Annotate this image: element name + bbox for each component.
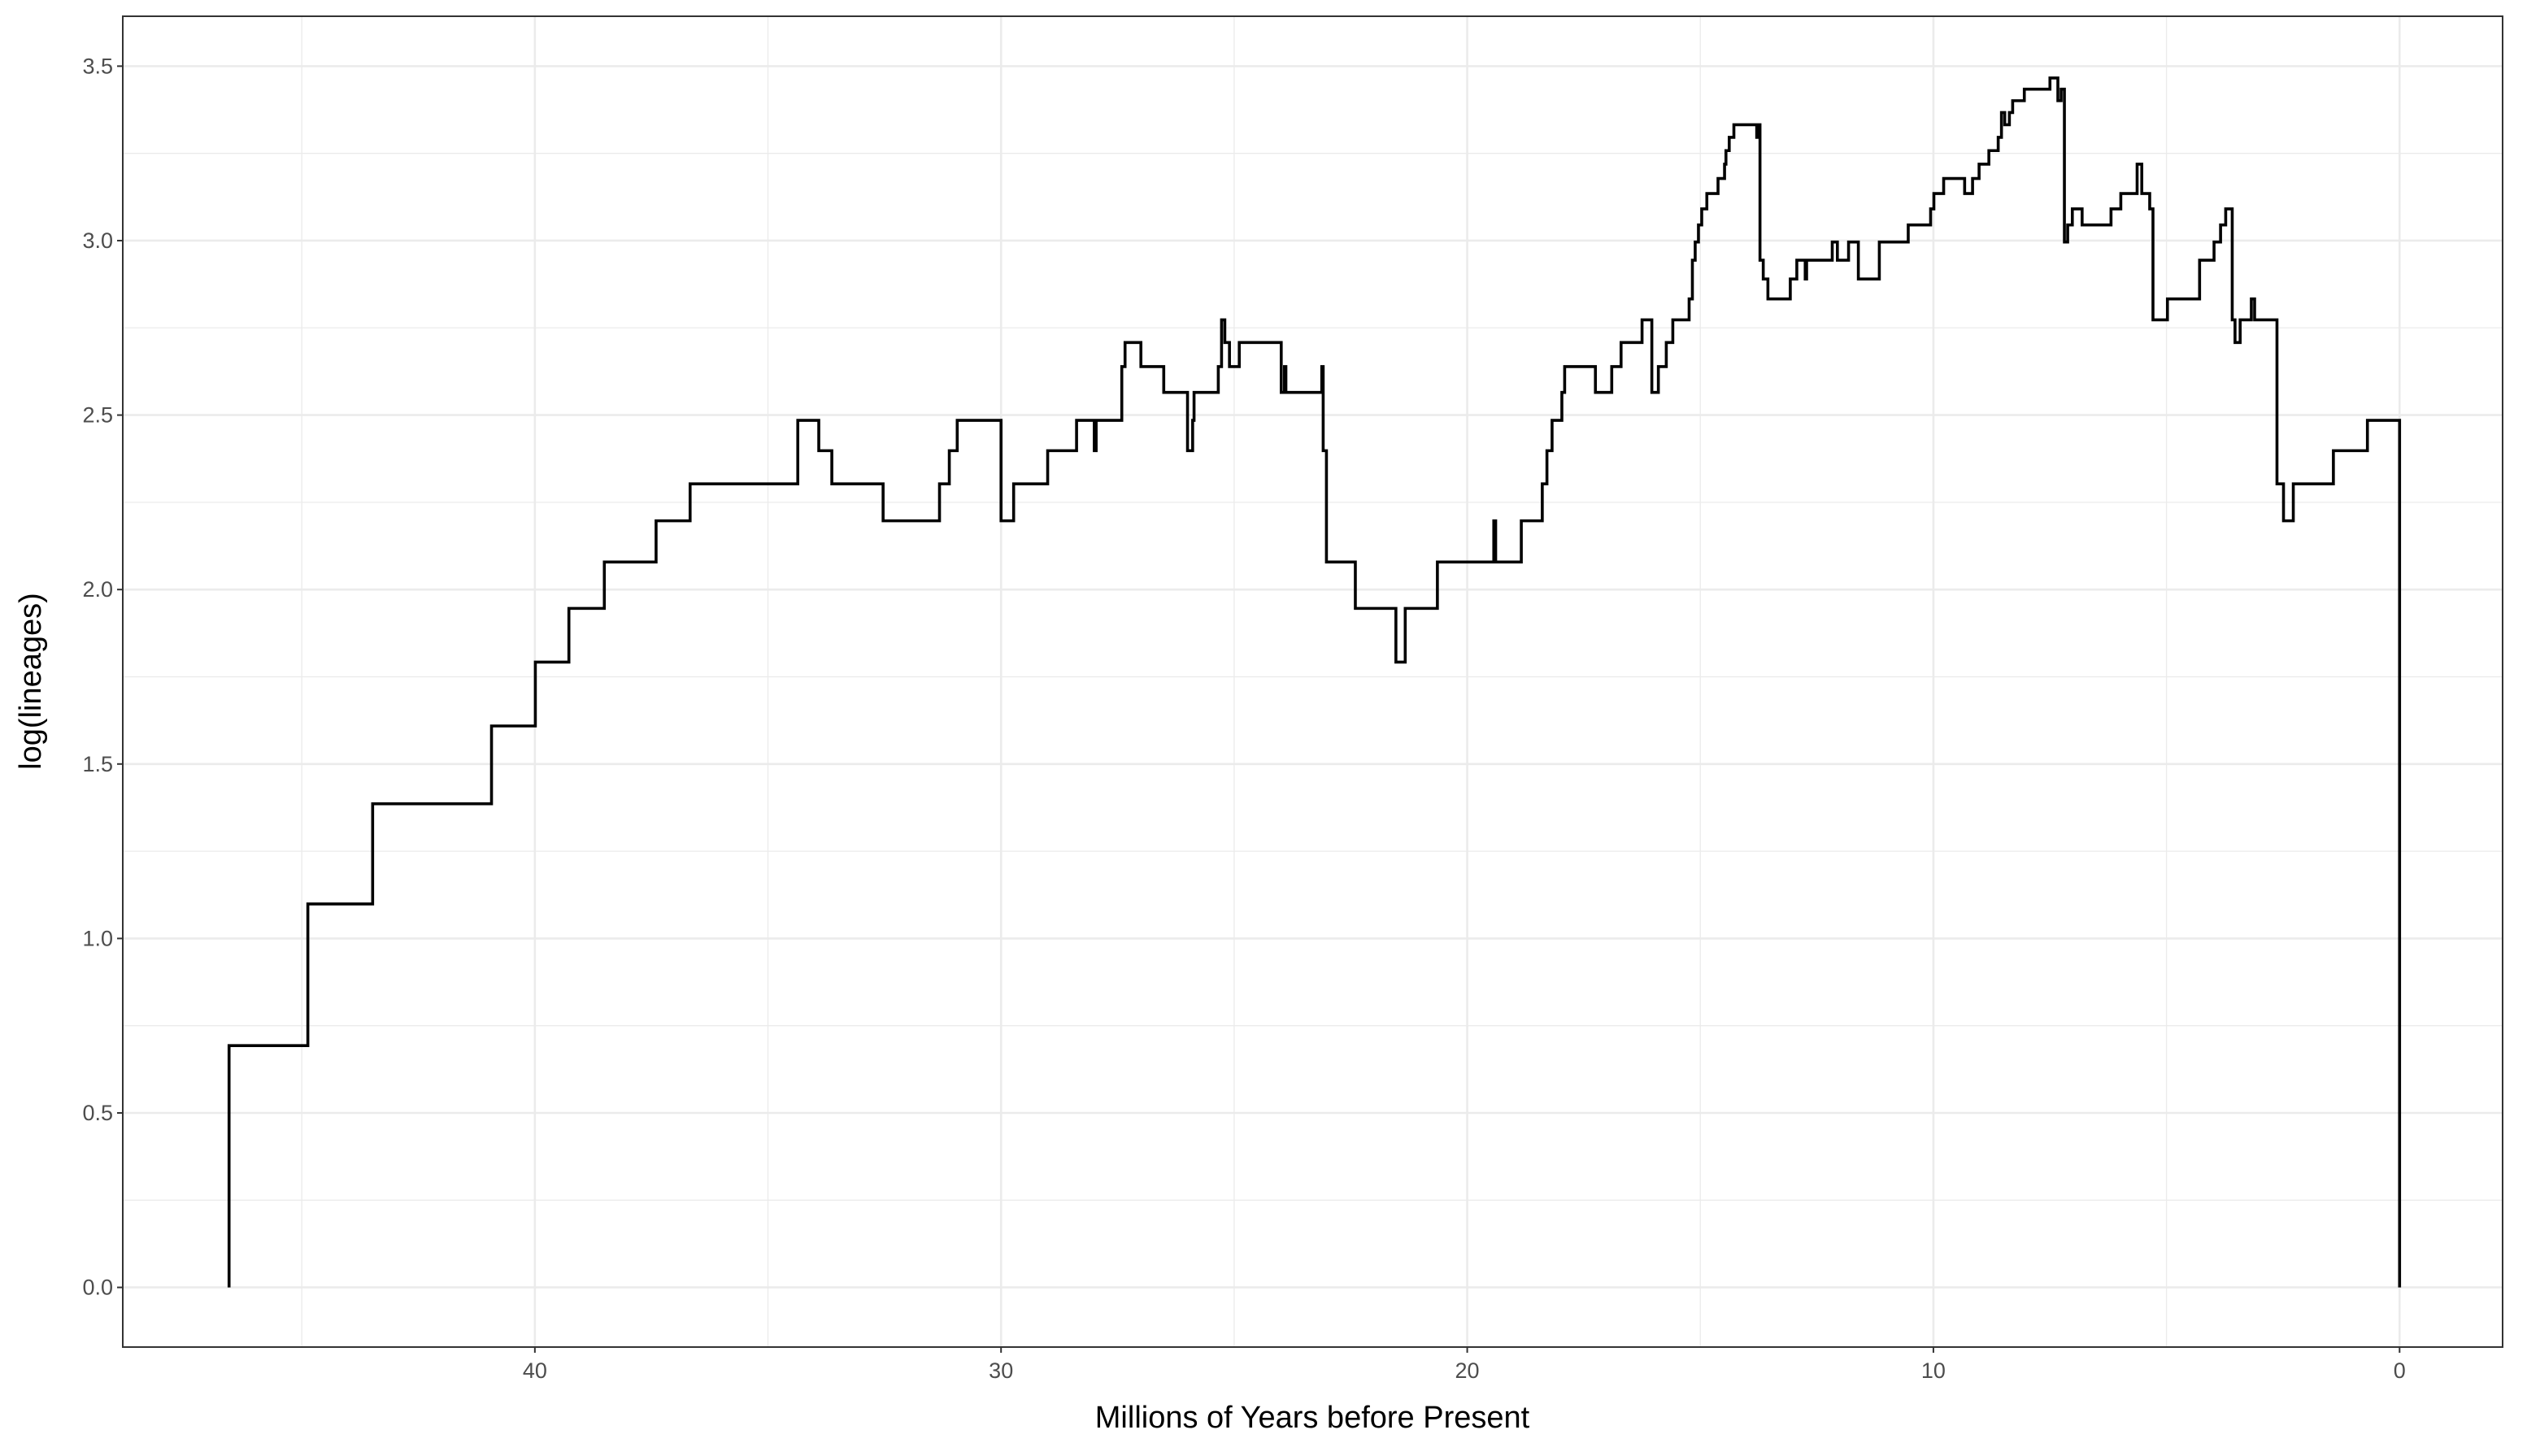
x-tick-label: 10 (1921, 1358, 1946, 1383)
x-tick-label: 30 (989, 1358, 1013, 1383)
x-tick-label: 20 (1455, 1358, 1480, 1383)
y-axis-title: log(lineages) (14, 593, 48, 770)
y-tick-label: 0.0 (82, 1276, 113, 1300)
x-tick-label: 0 (2394, 1358, 2406, 1383)
y-tick-label: 2.5 (82, 403, 113, 428)
y-tick-label: 0.5 (82, 1101, 113, 1125)
x-tick-label: 40 (523, 1358, 547, 1383)
y-tick-label: 2.0 (82, 577, 113, 602)
y-tick-label: 3.0 (82, 228, 113, 253)
step-line (227, 76, 2402, 1288)
x-axis-title: Millions of Years before Present (1095, 1401, 1530, 1435)
panel-border (122, 15, 2503, 1348)
y-tick-label: 3.5 (82, 54, 113, 78)
y-tick-label: 1.5 (82, 752, 113, 776)
y-tick-label: 1.0 (82, 926, 113, 950)
